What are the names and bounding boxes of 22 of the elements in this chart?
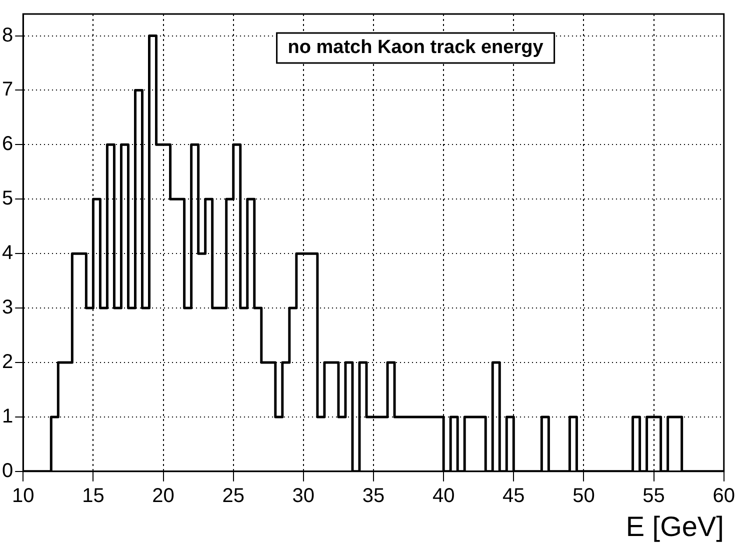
x-tick-label: 50 <box>572 484 595 507</box>
y-tick-label: 1 <box>2 405 14 428</box>
x-tick-label: 45 <box>502 484 525 507</box>
y-tick-label: 3 <box>2 296 14 319</box>
x-tick-label: 35 <box>362 484 385 507</box>
x-tick-label: 15 <box>82 484 104 507</box>
x-tick-label: 20 <box>152 484 174 507</box>
x-tick-label: 60 <box>712 484 735 507</box>
x-tick-label: 55 <box>642 484 665 507</box>
y-tick-label: 5 <box>2 188 14 210</box>
y-tick-label: 4 <box>2 242 14 264</box>
x-tick-label: 25 <box>222 484 244 507</box>
x-tick-label: 10 <box>12 484 34 507</box>
y-tick-label: 7 <box>2 78 14 101</box>
y-tick-label: 0 <box>2 460 14 482</box>
y-tick-label: 2 <box>2 351 14 374</box>
x-tick-label: 30 <box>292 484 315 507</box>
x-axis-title: E [GeV] <box>626 510 724 542</box>
y-tick-label: 8 <box>2 24 14 46</box>
x-tick-label: 40 <box>432 484 455 507</box>
y-tick-label: 6 <box>2 133 14 156</box>
text: no match Kaon track energy <box>288 37 544 58</box>
